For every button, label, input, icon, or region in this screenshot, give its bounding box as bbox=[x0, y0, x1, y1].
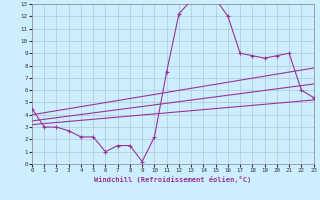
X-axis label: Windchill (Refroidissement éolien,°C): Windchill (Refroidissement éolien,°C) bbox=[94, 176, 252, 183]
